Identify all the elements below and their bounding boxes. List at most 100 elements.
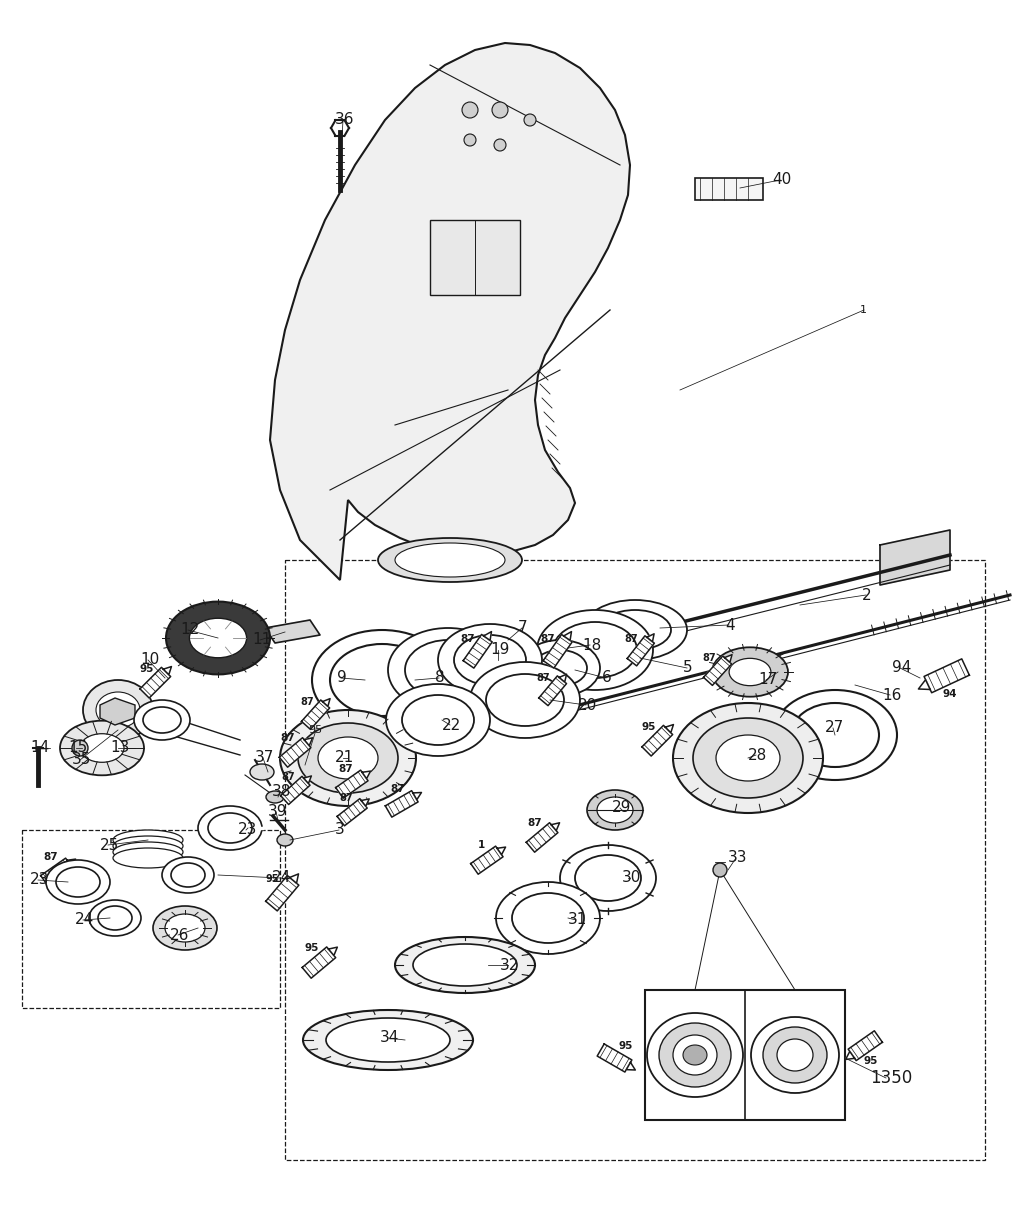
- Text: 32: 32: [499, 957, 519, 973]
- Text: 1: 1: [477, 840, 484, 850]
- Text: 24: 24: [75, 912, 94, 928]
- Polygon shape: [496, 848, 505, 855]
- Text: 29: 29: [611, 800, 631, 816]
- Ellipse shape: [692, 717, 802, 798]
- Polygon shape: [923, 659, 968, 693]
- Ellipse shape: [394, 938, 535, 993]
- Text: 11: 11: [252, 632, 271, 647]
- Polygon shape: [302, 700, 329, 730]
- Polygon shape: [543, 635, 572, 668]
- Ellipse shape: [162, 857, 214, 893]
- Text: 87: 87: [527, 818, 542, 828]
- Ellipse shape: [536, 610, 652, 689]
- Ellipse shape: [378, 537, 522, 582]
- Polygon shape: [848, 1031, 881, 1060]
- Text: 21: 21: [334, 750, 354, 766]
- Ellipse shape: [96, 692, 140, 728]
- Text: 34: 34: [380, 1030, 399, 1046]
- Text: 95: 95: [140, 664, 154, 674]
- Text: 87: 87: [624, 634, 637, 643]
- Ellipse shape: [165, 914, 205, 942]
- Ellipse shape: [98, 906, 131, 930]
- Ellipse shape: [598, 610, 671, 651]
- Text: 31: 31: [568, 912, 587, 928]
- Text: 1350: 1350: [869, 1069, 911, 1087]
- Ellipse shape: [190, 618, 247, 658]
- Ellipse shape: [198, 806, 262, 850]
- Ellipse shape: [437, 624, 541, 696]
- Ellipse shape: [277, 834, 292, 846]
- Text: 9: 9: [336, 670, 346, 686]
- Bar: [694, 178, 762, 199]
- Ellipse shape: [280, 710, 416, 806]
- Ellipse shape: [495, 882, 599, 955]
- Bar: [22, 831, 280, 1008]
- Bar: [284, 561, 984, 1160]
- Text: 87: 87: [701, 653, 715, 663]
- Text: 37: 37: [255, 750, 274, 766]
- Text: 14: 14: [30, 741, 49, 755]
- Ellipse shape: [303, 1010, 473, 1070]
- Circle shape: [491, 102, 507, 118]
- Polygon shape: [265, 620, 320, 643]
- Ellipse shape: [166, 602, 270, 675]
- Text: 94: 94: [942, 689, 956, 699]
- Text: 10: 10: [140, 653, 159, 668]
- Ellipse shape: [673, 1035, 716, 1075]
- Ellipse shape: [266, 790, 283, 803]
- Polygon shape: [279, 738, 311, 767]
- Text: 35: 35: [72, 753, 92, 767]
- Circle shape: [72, 741, 88, 756]
- Text: 7: 7: [518, 620, 527, 636]
- Polygon shape: [100, 698, 135, 725]
- Text: 38: 38: [272, 784, 291, 799]
- Text: 87: 87: [338, 765, 353, 775]
- Polygon shape: [140, 668, 170, 698]
- Text: 95: 95: [308, 725, 322, 734]
- Ellipse shape: [171, 863, 205, 886]
- Text: 87: 87: [389, 783, 405, 794]
- Ellipse shape: [762, 1028, 826, 1083]
- Polygon shape: [328, 947, 337, 956]
- Polygon shape: [67, 858, 75, 867]
- Text: 18: 18: [582, 637, 600, 653]
- Polygon shape: [304, 776, 311, 783]
- Text: 33: 33: [728, 850, 747, 866]
- Text: 19: 19: [489, 642, 508, 658]
- Text: 95: 95: [265, 874, 279, 884]
- Ellipse shape: [559, 845, 655, 911]
- Text: 5: 5: [683, 660, 692, 676]
- Text: 87: 87: [281, 772, 294, 782]
- Circle shape: [524, 114, 535, 126]
- Text: 12: 12: [179, 623, 199, 637]
- Polygon shape: [917, 680, 929, 689]
- Text: 1: 1: [859, 305, 866, 315]
- Ellipse shape: [586, 790, 642, 831]
- Ellipse shape: [790, 703, 878, 767]
- Ellipse shape: [413, 944, 517, 986]
- Ellipse shape: [387, 627, 507, 713]
- Ellipse shape: [673, 703, 822, 814]
- Ellipse shape: [113, 831, 182, 850]
- Polygon shape: [385, 790, 418, 817]
- Ellipse shape: [385, 683, 489, 756]
- Polygon shape: [41, 858, 73, 886]
- Ellipse shape: [485, 674, 564, 726]
- Ellipse shape: [750, 1017, 839, 1093]
- Ellipse shape: [83, 680, 153, 741]
- Text: 30: 30: [622, 871, 641, 885]
- Bar: [430, 220, 520, 295]
- Text: 87: 87: [280, 733, 296, 743]
- Polygon shape: [627, 636, 654, 666]
- Text: 3: 3: [334, 822, 344, 838]
- Polygon shape: [337, 799, 367, 826]
- Text: 23: 23: [237, 822, 257, 838]
- Ellipse shape: [312, 630, 451, 730]
- Text: 87: 87: [460, 634, 474, 644]
- Text: 17: 17: [757, 672, 776, 687]
- Ellipse shape: [153, 906, 217, 950]
- Text: 95: 95: [641, 722, 655, 732]
- Text: 95: 95: [863, 1057, 877, 1066]
- Polygon shape: [470, 846, 502, 874]
- Polygon shape: [361, 799, 369, 806]
